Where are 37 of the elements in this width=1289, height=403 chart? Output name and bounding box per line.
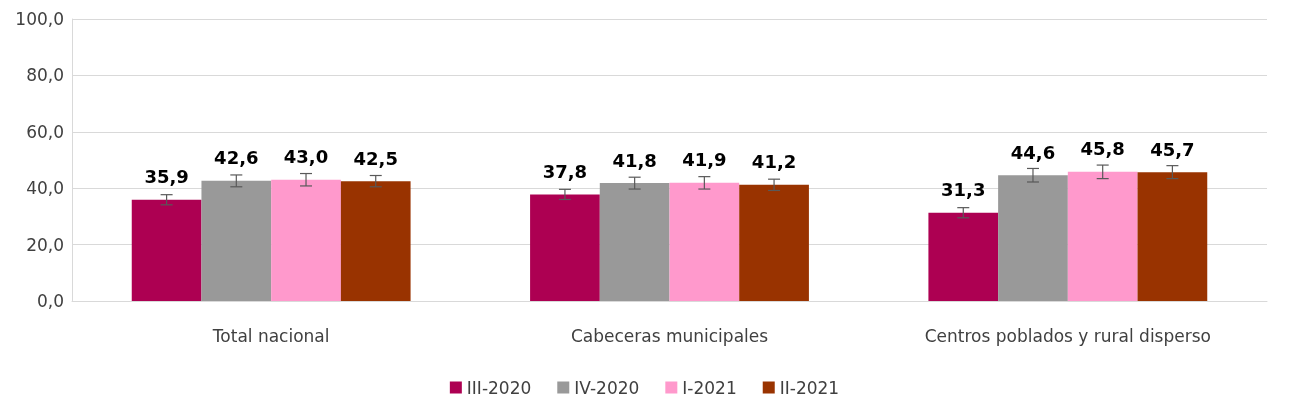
data-label: 45,7 — [1150, 138, 1195, 160]
data-label: 41,8 — [612, 149, 657, 171]
x-tick-label: Total nacional — [211, 325, 330, 346]
legend-label: III-2020 — [466, 377, 532, 398]
data-label: 45,8 — [1080, 138, 1125, 160]
x-tick-label: Cabeceras municipales — [570, 325, 769, 346]
y-tick-label: 60,0 — [26, 121, 64, 142]
bar — [131, 199, 202, 301]
data-label: 44,6 — [1010, 141, 1056, 163]
legend-label: IV-2020 — [574, 377, 640, 398]
bar — [340, 181, 411, 301]
data-label: 42,6 — [214, 147, 259, 169]
y-tick-label: 100,0 — [15, 9, 64, 29]
y-tick-label: 20,0 — [26, 234, 64, 255]
data-label: 41,9 — [682, 149, 727, 171]
bar — [739, 184, 809, 301]
x-tick-label: Centros poblados y rural disperso — [924, 325, 1211, 346]
legend-label: I-2021 — [682, 377, 737, 398]
bar — [928, 212, 999, 301]
bar — [530, 194, 600, 301]
data-label: 41,2 — [751, 151, 797, 173]
bar — [271, 179, 341, 301]
data-label: 43,0 — [283, 146, 329, 168]
data-label: 31,3 — [941, 179, 986, 201]
y-tick-label: 0,0 — [36, 291, 64, 311]
data-label: 37,8 — [542, 160, 588, 182]
data-label: 35,9 — [144, 166, 189, 188]
y-tick-label: 40,0 — [26, 178, 64, 199]
bar — [669, 182, 740, 301]
legend-label: II-2021 — [779, 377, 840, 398]
y-tick-label: 80,0 — [26, 65, 64, 86]
bar — [201, 180, 272, 301]
bar — [1137, 172, 1208, 301]
bar — [998, 175, 1068, 301]
data-label: 42,5 — [353, 147, 398, 169]
bar — [1067, 171, 1138, 301]
bar — [599, 183, 670, 301]
